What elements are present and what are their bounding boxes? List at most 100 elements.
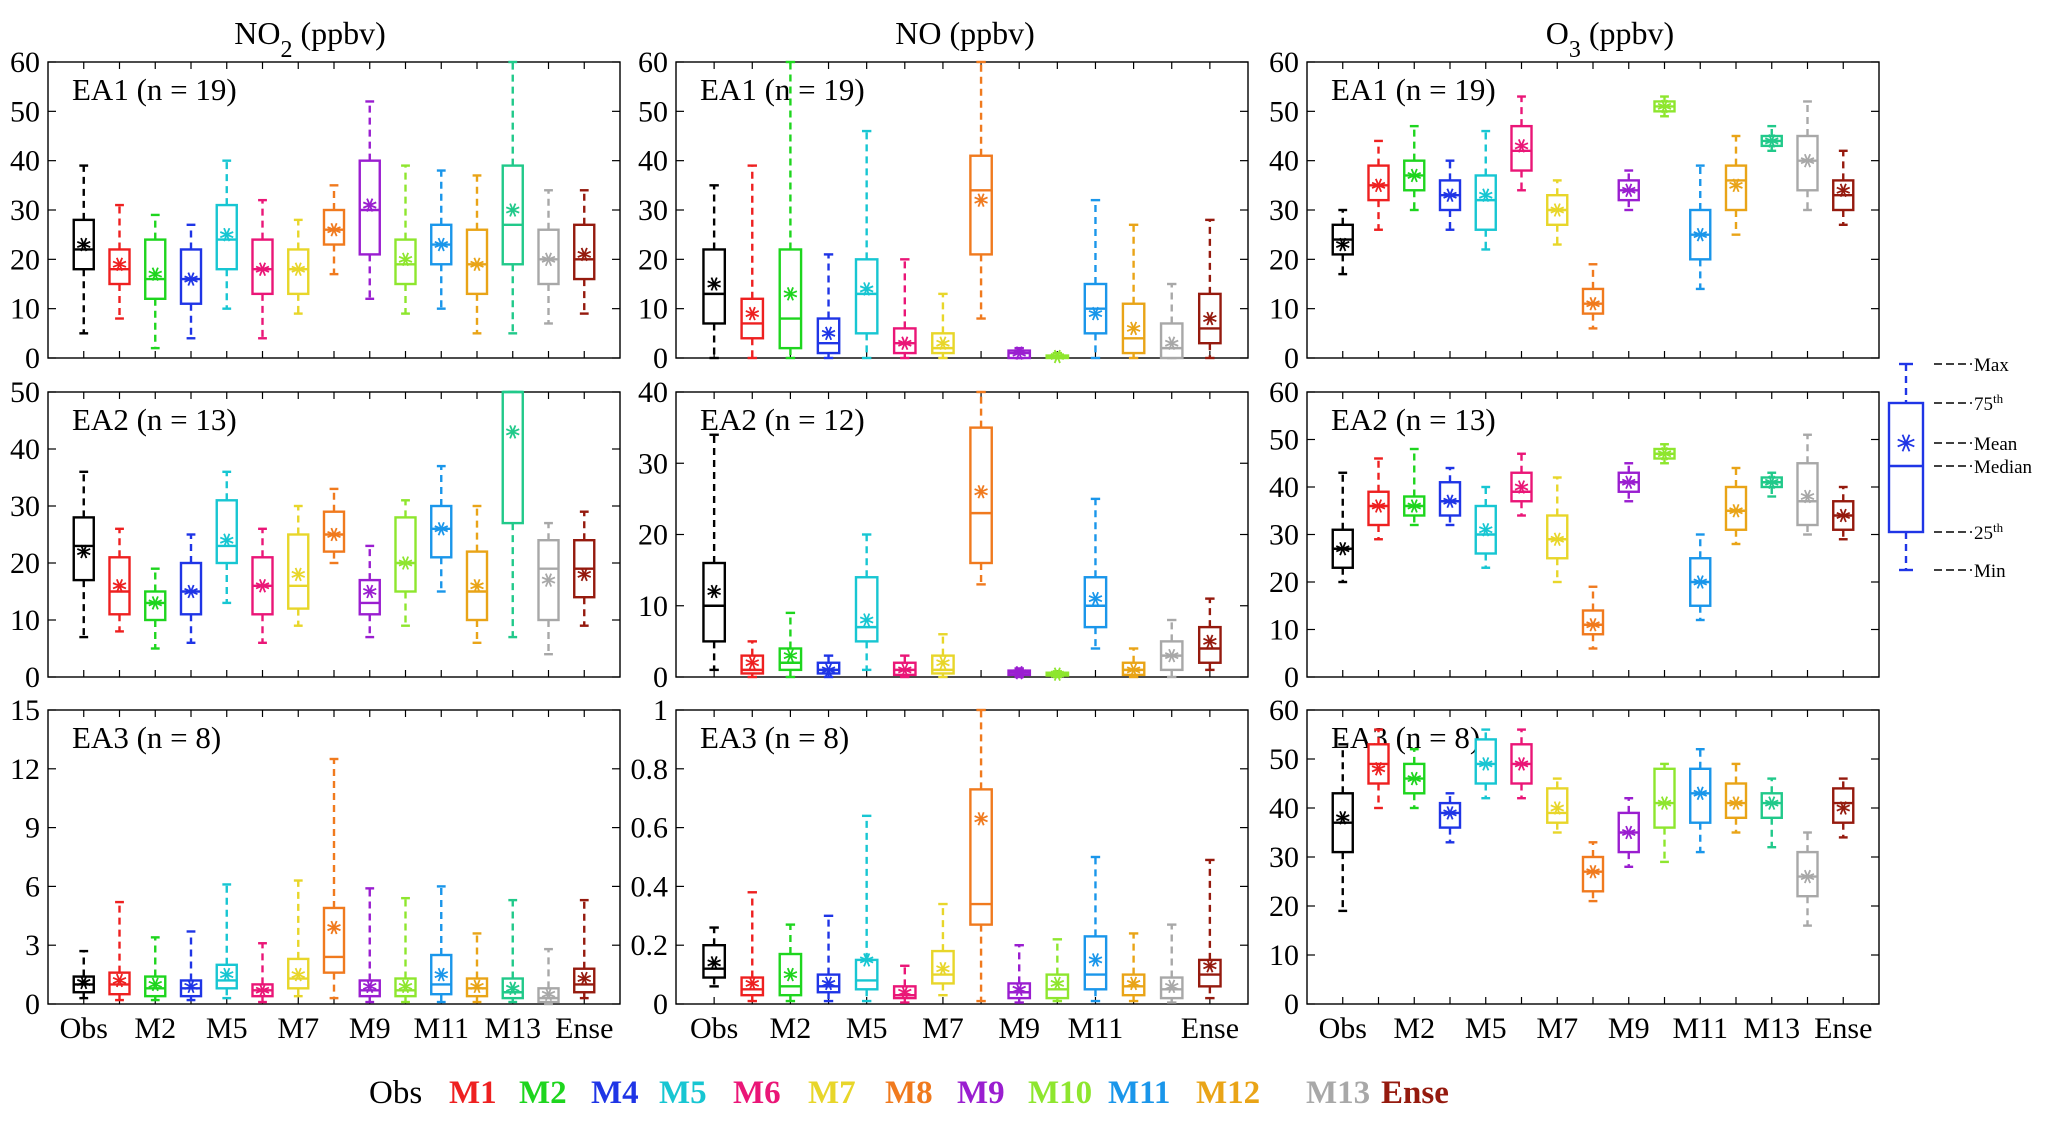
box-m5 (215, 159, 238, 310)
panel-title: EA1 (n = 19) (1331, 72, 1496, 107)
iqr-box (854, 258, 879, 335)
x-tick-label: M13 (1743, 1012, 1800, 1045)
y-tick-label: 0.2 (631, 929, 669, 962)
box-m12 (465, 504, 489, 644)
mean-marker (1407, 499, 1422, 513)
y-tick-label: 0.6 (631, 812, 669, 845)
mean-stroke (1478, 526, 1493, 534)
x-tick-label: M11 (413, 1012, 469, 1045)
mean-marker (1126, 663, 1141, 677)
mean-marker (1164, 979, 1179, 994)
box-ense (1197, 858, 1222, 1000)
iqr-box (358, 159, 381, 256)
mean-marker (434, 237, 449, 252)
y-tick-label: 60 (1269, 694, 1299, 727)
mean-stroke (936, 965, 950, 973)
iqr-box (1796, 462, 1819, 527)
mean-marker (184, 979, 198, 994)
mean-marker (783, 967, 798, 982)
mean-stroke (541, 990, 556, 998)
mean-marker (255, 262, 270, 277)
box-m5 (854, 533, 879, 672)
box-m3 (501, 390, 524, 639)
mean-stroke (291, 971, 306, 979)
iqr-box (740, 976, 765, 997)
box-m6 (251, 198, 274, 340)
mean-marker (398, 252, 413, 267)
mean-stroke (1012, 669, 1027, 677)
mean-marker (1621, 475, 1636, 490)
y-tick-label: 20 (638, 519, 668, 552)
iqr-box (1438, 481, 1462, 517)
mean-marker (1164, 336, 1179, 351)
box-m8 (969, 390, 993, 586)
y-tick-label: 10 (1269, 939, 1299, 972)
mean-stroke (859, 616, 874, 624)
box-m5 (854, 814, 879, 1003)
box-m12 (1724, 762, 1748, 834)
mean-marker (1729, 796, 1743, 810)
y-tick-label: 10 (10, 604, 40, 637)
iqr-box (969, 788, 993, 926)
box-m7 (931, 902, 955, 997)
mean-stroke (434, 971, 449, 979)
y-tick-label: 0 (25, 342, 40, 375)
mean-marker (745, 306, 760, 321)
mean-stroke (821, 329, 836, 337)
x-tick-label: M7 (277, 1012, 319, 1045)
mean-marker (327, 920, 341, 935)
mean-marker (1126, 321, 1141, 336)
mean-stroke (291, 265, 306, 273)
x-tick-label: Ense (1814, 1012, 1872, 1045)
x-tick-label: M9 (1608, 1012, 1650, 1045)
y-tick-label: 30 (638, 447, 668, 480)
mean-stroke (936, 659, 950, 667)
box-m1 (740, 891, 765, 1003)
iqr-box (1197, 625, 1222, 664)
mean-stroke (255, 265, 270, 273)
mean-marker (362, 198, 377, 212)
y-tick-label: 40 (1269, 145, 1299, 178)
mean-stroke (707, 959, 721, 967)
box-ense (1197, 218, 1222, 360)
mean-marker (398, 979, 413, 994)
box-m2 (144, 936, 167, 1002)
box-m6 (251, 527, 274, 644)
panel-NO-row3: 0 0.2 0.4 0.6 0.8 1 Obs M2 M5 M7 M9 M11 Ense EA3 (n =… (631, 694, 1249, 1045)
mean-stroke (1088, 595, 1103, 603)
mean-stroke (897, 988, 912, 996)
mean-marker (1836, 508, 1851, 523)
box-m11 (1689, 533, 1712, 622)
mean-stroke (1693, 578, 1708, 586)
y-tick-label: 20 (638, 243, 668, 276)
mean-stroke (1126, 666, 1141, 674)
mean-stroke (541, 255, 556, 263)
panel-title: EA3 (n = 8) (700, 720, 849, 755)
mean-marker (1203, 311, 1217, 326)
box-m10 (1045, 349, 1070, 364)
key-label: Mean (1974, 434, 2018, 455)
box-ense (1832, 777, 1855, 839)
mean-stroke (783, 290, 798, 298)
iqr-box (1546, 514, 1569, 560)
iqr-box (854, 576, 879, 643)
mean-marker (1586, 864, 1600, 879)
box-m6 (1510, 728, 1533, 800)
mean-marker (1407, 771, 1422, 786)
mean-stroke (1126, 324, 1141, 332)
mean-marker (470, 578, 484, 593)
box-m2 (778, 611, 803, 679)
legend-entry-m5: M5 (659, 1075, 707, 1111)
mean-marker (1764, 134, 1779, 148)
iqr-box (1438, 801, 1462, 829)
mean-stroke (1550, 206, 1565, 214)
y-tick-label: 10 (1269, 614, 1299, 647)
mean-stroke (541, 576, 556, 584)
mean-stroke (1443, 497, 1457, 505)
mean-marker (1335, 237, 1350, 252)
mean-marker (112, 973, 127, 988)
x-tick-label: M5 (846, 1012, 888, 1045)
box-m6 (892, 258, 917, 360)
mean-stroke (1088, 956, 1103, 964)
mean-marker (1050, 667, 1065, 681)
